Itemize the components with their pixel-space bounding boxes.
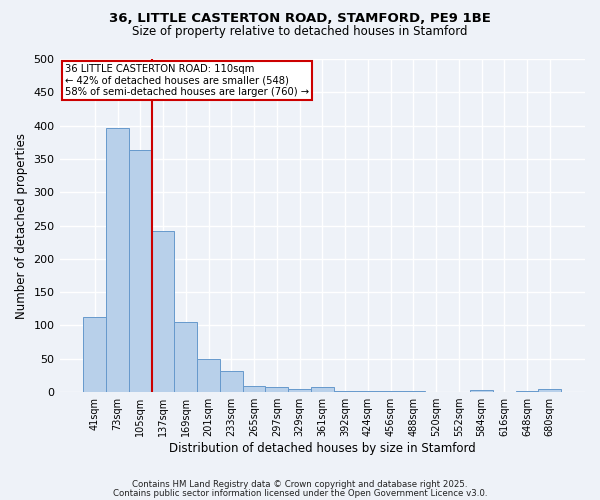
Bar: [356, 391, 379, 392]
Y-axis label: Number of detached properties: Number of detached properties: [15, 132, 28, 318]
Bar: [83, 317, 106, 392]
Bar: [538, 390, 561, 392]
Bar: [129, 150, 152, 392]
Bar: [152, 231, 175, 392]
Bar: [106, 128, 129, 392]
Text: Contains HM Land Registry data © Crown copyright and database right 2025.: Contains HM Land Registry data © Crown c…: [132, 480, 468, 489]
Bar: [470, 390, 493, 392]
Bar: [175, 322, 197, 392]
Bar: [288, 389, 311, 392]
Bar: [220, 372, 242, 392]
Bar: [311, 388, 334, 392]
Bar: [242, 386, 265, 392]
Bar: [265, 388, 288, 392]
Bar: [197, 359, 220, 392]
Text: 36 LITTLE CASTERTON ROAD: 110sqm
← 42% of detached houses are smaller (548)
58% : 36 LITTLE CASTERTON ROAD: 110sqm ← 42% o…: [65, 64, 309, 97]
X-axis label: Distribution of detached houses by size in Stamford: Distribution of detached houses by size …: [169, 442, 476, 455]
Text: 36, LITTLE CASTERTON ROAD, STAMFORD, PE9 1BE: 36, LITTLE CASTERTON ROAD, STAMFORD, PE9…: [109, 12, 491, 26]
Text: Size of property relative to detached houses in Stamford: Size of property relative to detached ho…: [132, 25, 468, 38]
Text: Contains public sector information licensed under the Open Government Licence v3: Contains public sector information licen…: [113, 489, 487, 498]
